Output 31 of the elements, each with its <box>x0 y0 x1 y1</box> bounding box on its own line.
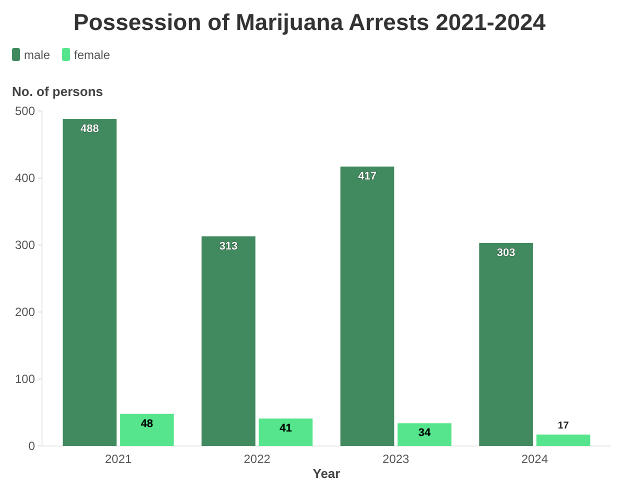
data-label: 313 <box>219 240 238 252</box>
data-label: 303 <box>496 246 516 259</box>
data-label: 17 <box>558 420 570 432</box>
data-label: 48 <box>140 418 154 430</box>
data-label: 417 <box>358 170 376 183</box>
bar <box>398 423 452 446</box>
data-label: 488 <box>80 123 99 136</box>
x-tick-label: 2023 <box>382 452 410 466</box>
y-tick-label: 100 <box>14 372 36 386</box>
y-tick-label: 0 <box>28 439 36 453</box>
legend-label: female <box>74 48 110 62</box>
bar <box>62 119 117 446</box>
x-tick-label: 2021 <box>104 452 132 466</box>
y-axis-title: No. of persons <box>12 84 104 99</box>
x-axis-title: Year <box>312 466 340 481</box>
chart-title: Possession of Marijuana Arrests 2021-2024 <box>73 9 546 35</box>
bar <box>120 414 174 446</box>
bar <box>536 434 590 446</box>
y-tick-label: 200 <box>14 305 36 319</box>
x-tick-label: 2022 <box>244 452 271 466</box>
y-tick-label: 500 <box>14 104 36 118</box>
y-tick-label: 400 <box>14 171 36 185</box>
x-tick-label: 2024 <box>521 452 548 466</box>
data-label: 41 <box>280 422 292 435</box>
legend-label: male <box>24 48 50 62</box>
bar <box>479 242 533 446</box>
bar <box>340 166 394 446</box>
y-tick-label: 300 <box>14 238 36 252</box>
bar <box>202 236 256 446</box>
data-label: 34 <box>418 427 432 440</box>
bar <box>258 418 313 446</box>
